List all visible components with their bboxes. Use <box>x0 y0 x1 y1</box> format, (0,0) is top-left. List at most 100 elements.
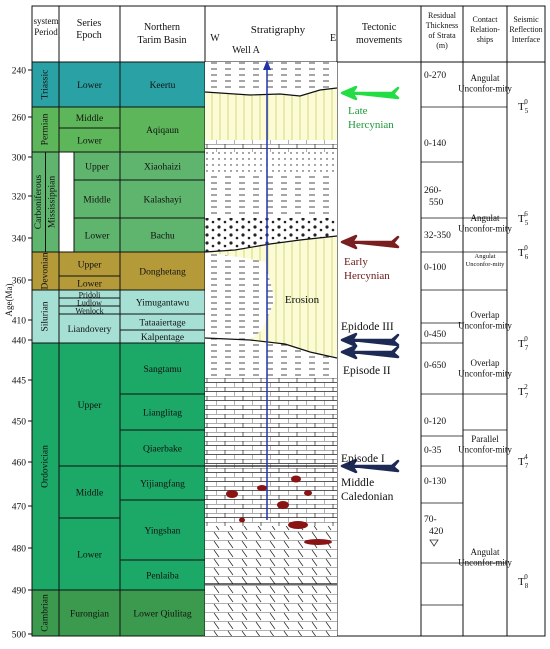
header-well: Well A <box>232 45 261 56</box>
system-label-silurian: Silurian <box>41 301 51 331</box>
thickness-value: 0-120 <box>424 417 446 427</box>
formation-label: Lower Qiulitag <box>133 609 192 619</box>
series-label: Middle <box>83 195 110 205</box>
header-tectonic-line2: movements <box>356 35 402 46</box>
triangle-marker-icon <box>429 539 439 547</box>
thickness-value-cont: 420 <box>429 527 444 537</box>
contact-label: Angulat <box>471 73 500 83</box>
formation-label: Lianglitag <box>143 408 182 418</box>
series-label: Lower <box>77 550 103 560</box>
litho-sangtamu <box>205 338 337 378</box>
formation-label: Aqiqaun <box>146 126 179 136</box>
age-tick-label: 360 <box>12 277 27 287</box>
age-tick-label: 340 <box>12 235 27 245</box>
series-cell <box>58 589 121 637</box>
series-label: Pridoli <box>79 290 102 299</box>
episode-i-arrow <box>340 458 400 474</box>
header-basin-line2: Tarim Basin <box>137 35 186 46</box>
label-middle-caledonian-1: Middle <box>341 477 374 489</box>
age-axis-label: Age(Ma) <box>4 284 14 317</box>
system-label-carboniferous: Carboniferous <box>33 175 44 230</box>
series-label: Wenlock <box>75 306 103 315</box>
header-strat-w: W <box>210 33 220 44</box>
age-tick-label: 440 <box>12 337 27 347</box>
seismic-interface-label: T80 <box>518 573 529 590</box>
thickness-value: 0-270 <box>424 71 446 81</box>
age-tick-label: 240 <box>12 67 27 77</box>
formation-column: Keertu Aqiqaun Xiaohaizi Kalashayi Bachu Dong… <box>119 61 206 637</box>
formation-label: Yimugantawu <box>136 298 190 308</box>
formation-cell <box>119 106 206 153</box>
litho-lianglitag-qiaerbake <box>205 378 337 466</box>
litho-xiaohaizi-lime <box>205 140 337 152</box>
age-tick-label: 445 <box>12 377 27 387</box>
formation-cell <box>119 429 206 467</box>
header-seismic: Seismic Reflection Interface <box>509 15 542 44</box>
header-system-line2: Period <box>34 27 58 37</box>
header-tectonic-line1: Tectonic <box>362 22 397 33</box>
contact-label: Unconfor-mity <box>458 84 512 94</box>
formation-label: Penlaiba <box>146 571 179 581</box>
age-tick-label: 300 <box>12 154 27 164</box>
seismic-interface-label: T60 <box>518 244 529 261</box>
thickness-value-cont: 550 <box>429 198 444 208</box>
contact-label: Overlap <box>471 358 500 368</box>
litho-donghetang-silurian <box>205 252 275 340</box>
system-column: Triassic Permian Carboniferous Mississippia… <box>31 61 60 637</box>
series-label: Lower <box>77 81 103 91</box>
contact-label: Unconfor-mity <box>458 369 512 379</box>
header-strat-e: E <box>330 33 336 44</box>
series-label: Upper <box>85 162 110 172</box>
formation-label: Bachu <box>150 231 175 241</box>
header-stratigraphy: Stratigraphy <box>251 24 306 36</box>
label-early-hercynian-1: Early <box>344 256 368 268</box>
litho-bachu-conglomerate <box>205 218 337 252</box>
formation-label: Yingshan <box>145 526 181 536</box>
system-label-permian: Permian <box>41 113 51 145</box>
seismic-interface-label: T72 <box>518 383 529 400</box>
label-epidode-iii: Epidode III <box>341 321 394 333</box>
seismic-column: T50 T56 T60 T70 T72 T74 T80 <box>518 98 529 590</box>
age-tick-label: 260 <box>12 114 27 124</box>
contact-label: Unconfor-mity <box>466 261 506 268</box>
formation-cell <box>119 61 206 108</box>
series-label: Liandovery <box>68 325 112 335</box>
thickness-value: 32-350 <box>424 231 451 241</box>
header-contact: Contact Relation-ships <box>470 15 500 44</box>
formation-label: Xiaohaizi <box>144 162 181 172</box>
contact-label: Angulat <box>475 253 496 260</box>
thickness-value: 0-650 <box>424 361 446 371</box>
system-label-ordovician: Ordovician <box>41 445 51 488</box>
unconformity-lines <box>205 87 337 585</box>
label-late-hercynian-1: Late <box>348 105 368 117</box>
thickness-value: 0-100 <box>424 263 446 273</box>
seismic-interface-label: T50 <box>518 98 529 115</box>
age-tick-label: 500 <box>12 631 27 641</box>
age-tick-label: 450 <box>12 418 27 428</box>
karst-cavities <box>226 475 332 545</box>
contact-label: Unconfor-mity <box>458 224 512 234</box>
litho-xiaohaizi-sand <box>205 152 337 172</box>
contact-label: Unconfor-mity <box>458 445 512 455</box>
age-tick-label: 460 <box>12 459 27 469</box>
series-column: Lower Middle Lower Upper Middle Lower Upper Low… <box>58 61 121 637</box>
early-hercynian-arrow <box>340 234 400 250</box>
litho-yingshan-penlaiba <box>205 526 337 584</box>
contact-label: Unconfor-mity <box>458 321 512 331</box>
system-label-triassic: Triassic <box>41 70 51 100</box>
thickness-value: 0-450 <box>424 330 446 340</box>
series-label: Middle <box>76 114 103 124</box>
formation-label: Yijiangfang <box>140 478 185 489</box>
age-tick-label: 410 <box>12 317 27 327</box>
formation-label: Kalpentage <box>141 333 184 343</box>
episode-iii-arrow-1 <box>340 332 400 348</box>
litho-lower-qiulitag <box>205 584 337 636</box>
formation-label: Qiaerbake <box>143 444 182 454</box>
header-basin-line1: Northern <box>144 22 180 33</box>
system-label-cambrian: Cambrian <box>41 594 51 632</box>
age-tick-label: 490 <box>12 587 27 597</box>
lithology-column <box>205 62 337 636</box>
thickness-column: 0-270 0-140 260- 550 32-350 0-100 0-450 0-650 0-… <box>421 71 463 606</box>
